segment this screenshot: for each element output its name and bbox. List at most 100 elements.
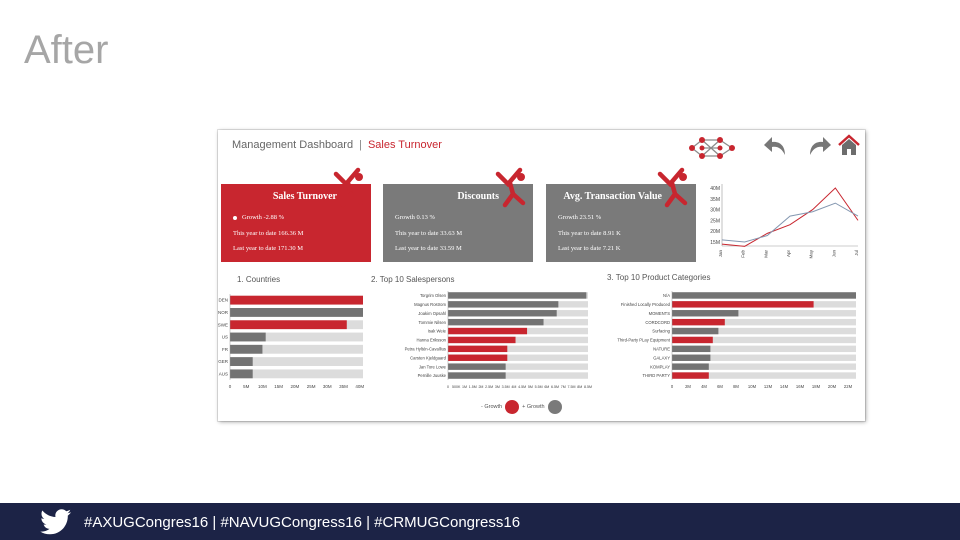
y-tick-label: 20M: [710, 229, 720, 235]
kpi-last-year: Last year to date 33.59 M: [395, 245, 462, 252]
kpi-last-year: Last year to date 7.21 K: [558, 245, 621, 252]
bar-track: [672, 354, 856, 361]
category-label: GER: [218, 359, 229, 364]
legend-minus-label: - Growth: [481, 404, 503, 410]
kpi-title: Sales Turnover: [272, 191, 337, 202]
x-tick-label: 35M: [339, 384, 348, 389]
dashboard-screenshot: Management Dashboard | Sales Turnover Sale…: [218, 130, 865, 421]
kpi-title: Discounts: [457, 191, 499, 202]
category-label: Carsten Kjeldgaard: [410, 355, 447, 360]
category-label: GALAXY: [653, 355, 670, 360]
bar: [230, 344, 263, 354]
category-label: Torgrim Olsen: [420, 293, 447, 298]
x-tick-label: 14M: [780, 384, 789, 389]
bar: [448, 372, 506, 379]
salespersons-bar-chart[interactable]: Torgrim Olsen Magnus Rostrom Joakim Opsahl…: [366, 288, 596, 396]
x-tick-label: 4M: [701, 384, 707, 389]
x-tick-label: 3M: [495, 385, 500, 389]
x-tick-label: 18M: [812, 384, 821, 389]
category-label: SWE: [218, 322, 228, 327]
bar-track: [672, 372, 856, 379]
x-tick-label: May: [809, 249, 814, 258]
x-tick-label: 2M: [478, 385, 483, 389]
x-tick-label: 6M: [544, 385, 549, 389]
category-label: NATURE: [653, 346, 670, 351]
kpi-card-discounts[interactable]: Discounts Growth 0.13 % This year to dat…: [383, 184, 533, 262]
monthly-sales-line-chart[interactable]: 15M 20M 25M 30M 35M 40M Jan Feb Mar Apr May Jun Jul: [704, 180, 860, 266]
x-tick-label: 20M: [290, 384, 299, 389]
kpi-this-year: This year to date 33.63 M: [395, 230, 463, 237]
x-tick-label: 7M: [561, 385, 566, 389]
category-label: Jan Tore Lowe: [419, 364, 447, 369]
kpi-growth: Growth 0.13 %: [395, 214, 435, 221]
breadcrumb-root[interactable]: Management Dashboard: [232, 139, 354, 151]
bar-track: [672, 318, 856, 326]
chart-title-product-categories: 3. Top 10 Product Categories: [607, 273, 711, 282]
slide-title: After: [24, 28, 109, 72]
undo-icon[interactable]: [763, 135, 791, 159]
redo-icon[interactable]: [804, 135, 832, 159]
product-categories-bar-chart[interactable]: N/A Finished Locally Produced MOMENTS CORDC…: [602, 288, 860, 396]
countries-bar-chart[interactable]: DEN NOR SWE US FR GER AUS 0 5M 10M 15M 20M 25M 30M 35M…: [218, 290, 366, 396]
bar: [448, 310, 557, 317]
x-tick-label: Jan: [718, 250, 723, 258]
category-label: Tommie Nilsen: [419, 320, 447, 325]
bar: [672, 327, 719, 335]
home-icon[interactable]: [837, 133, 861, 157]
kpi-card-sales-turnover[interactable]: Sales Turnover Growth -2.88 % This year …: [221, 184, 371, 262]
category-label: Joakim Opsahl: [418, 311, 446, 316]
bar: [672, 354, 711, 361]
chart-title-countries: 1. Countries: [237, 275, 281, 284]
bar: [448, 354, 508, 361]
bar: [230, 357, 253, 366]
category-label: Petra Hyltén-Cavallius: [405, 346, 446, 351]
bar-track: [448, 372, 588, 379]
bar-track: [672, 336, 856, 344]
category-label: NOR: [218, 310, 229, 315]
twitter-bird-icon[interactable]: [40, 509, 72, 535]
x-tick-label: 3.5M: [502, 385, 510, 389]
legend-plus-swatch: [547, 400, 562, 414]
category-label: THIRD PARTY: [642, 373, 670, 378]
x-tick-label: 4.5M: [518, 385, 526, 389]
x-tick-label: 40M: [355, 384, 364, 389]
x-tick-label: 12M: [764, 384, 773, 389]
x-tick-label: 30M: [323, 384, 332, 389]
bullet-icon: [233, 215, 237, 220]
bar-track: [448, 345, 588, 353]
breadcrumb-separator: |: [359, 139, 362, 151]
x-tick-label: 10M: [748, 384, 757, 389]
legend-minus-swatch: [505, 400, 520, 414]
bar-track: [448, 336, 588, 344]
category-label: Magnus Rostrom: [414, 302, 446, 307]
x-tick-label: Mar: [763, 249, 768, 257]
bar: [672, 318, 725, 326]
y-tick-label: 25M: [710, 218, 720, 224]
x-tick-label: 1M: [462, 385, 467, 389]
x-tick-label: 5M: [243, 384, 250, 389]
network-icon[interactable]: [688, 135, 736, 161]
bar-track: [448, 354, 588, 361]
x-tick-label: 8M: [577, 385, 582, 389]
chart-title-salespersons: 2. Top 10 Salespersons: [371, 275, 455, 284]
bar: [448, 336, 516, 344]
x-tick-label: 500K: [452, 385, 461, 389]
x-tick-label: 0: [447, 385, 449, 389]
series-line-1: [721, 202, 859, 243]
category-label: CORDCORD: [645, 320, 670, 325]
bar-track: [230, 344, 363, 354]
x-tick-label: Jul: [854, 250, 859, 256]
bar: [230, 369, 253, 379]
category-label: DEN: [218, 298, 228, 303]
kpi-this-year: This year to date 8.91 K: [558, 230, 621, 237]
bar: [230, 308, 363, 317]
bar: [230, 295, 363, 305]
x-tick-label: 0: [671, 384, 674, 389]
legend-plus-label: + Growth: [522, 404, 545, 410]
x-tick-label: Apr: [786, 250, 791, 258]
bar: [672, 345, 711, 353]
x-tick-label: 6M: [717, 384, 723, 389]
footer-bar: #AXUGCongres16 | #NAVUGCongress16 | #CRM…: [0, 503, 960, 540]
category-label: Isak Weie: [428, 329, 447, 334]
bar: [230, 332, 266, 342]
